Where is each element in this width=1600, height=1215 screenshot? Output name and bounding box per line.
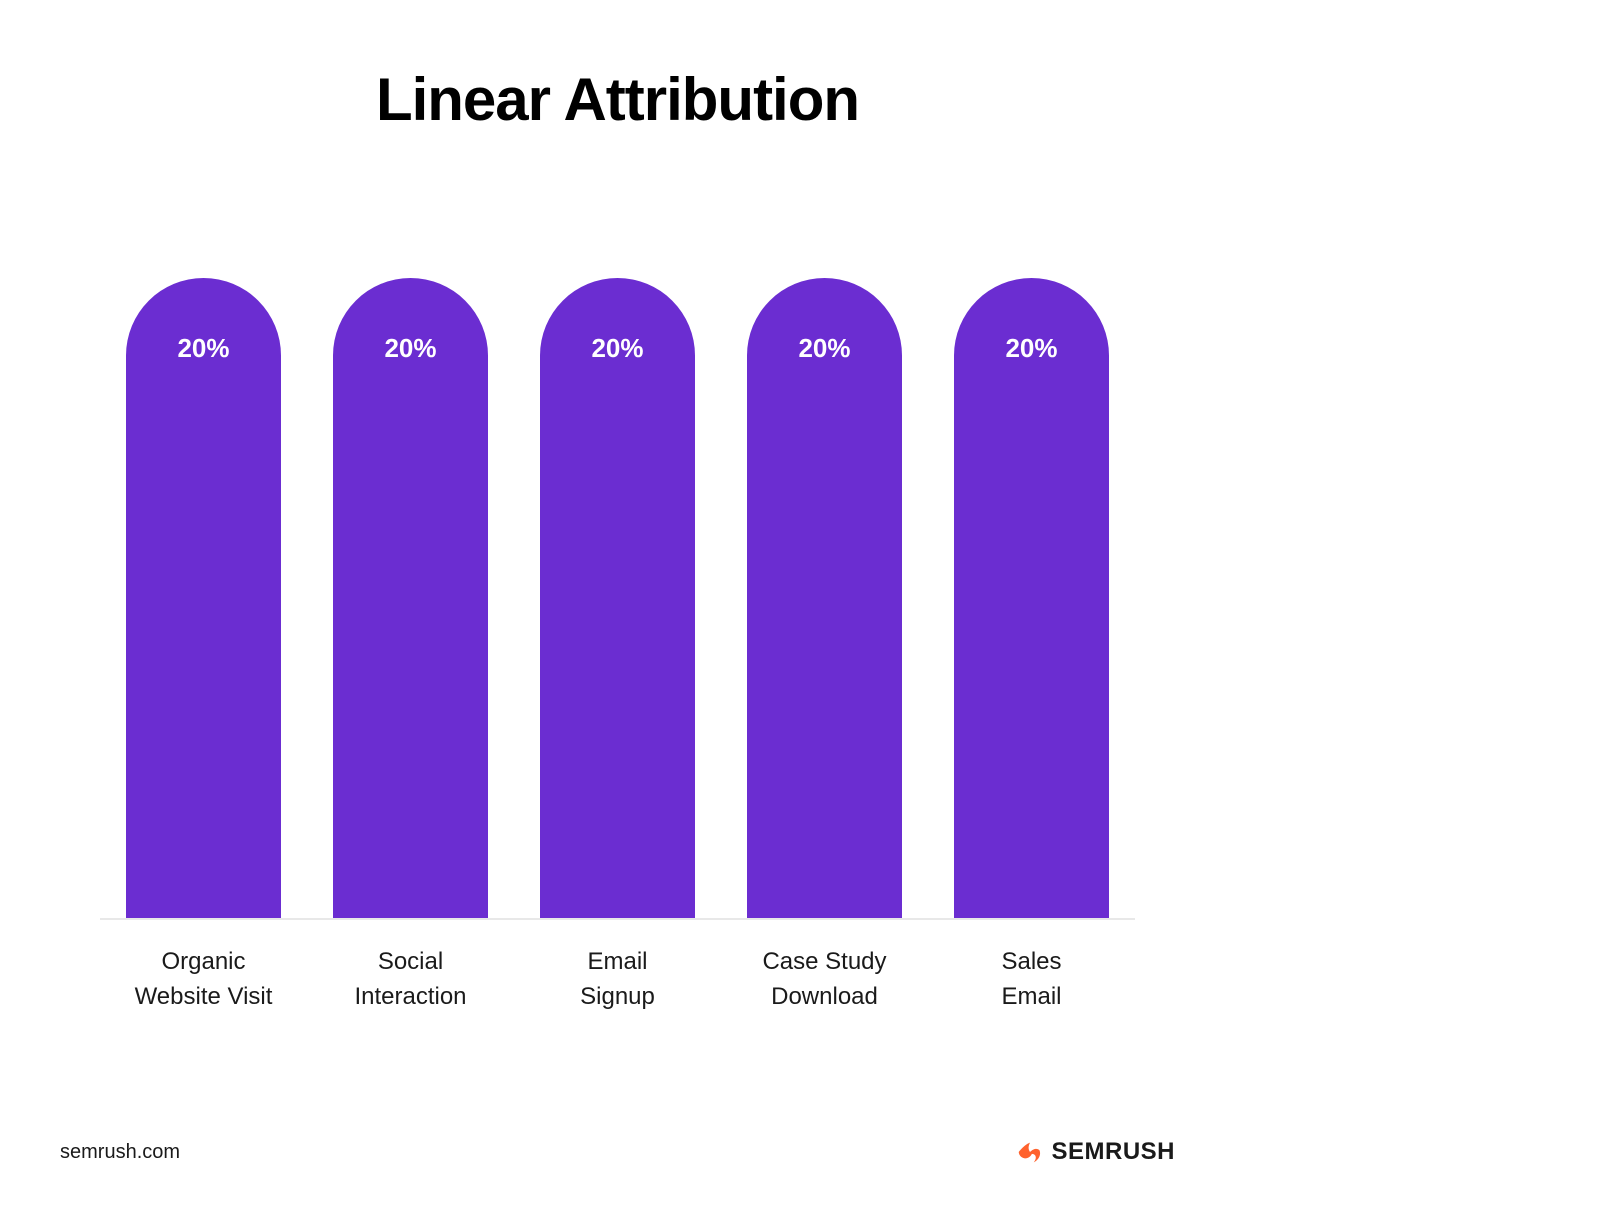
bar-value-label: 20% (954, 333, 1109, 364)
footer-logo: SEMRUSH (1015, 1137, 1175, 1167)
bar-sales: 20% (954, 278, 1109, 918)
category-line1: Organic (161, 948, 245, 975)
category-label: Sales Email (928, 945, 1135, 1015)
footer-url: semrush.com (60, 1141, 180, 1164)
bar-wrapper: 20% (100, 280, 307, 918)
chart-title: Linear Attribution (0, 0, 1235, 134)
category-line2: Signup (580, 983, 655, 1010)
category-line2: Download (771, 983, 878, 1010)
category-label: Case Study Download (721, 945, 928, 1015)
category-line1: Case Study (762, 948, 886, 975)
semrush-logo-text: SEMRUSH (1051, 1138, 1175, 1166)
bar-organic: 20% (126, 278, 281, 918)
category-label: Social Interaction (307, 945, 514, 1015)
footer: semrush.com SEMRUSH (60, 1137, 1175, 1167)
bar-wrapper: 20% (307, 280, 514, 918)
category-line1: Sales (1001, 948, 1061, 975)
category-line1: Social (378, 948, 443, 975)
bar-value-label: 20% (126, 333, 281, 364)
bar-wrapper: 20% (514, 280, 721, 918)
bar-email: 20% (540, 278, 695, 918)
category-label: Email Signup (514, 945, 721, 1015)
bar-wrapper: 20% (721, 280, 928, 918)
category-labels: Organic Website Visit Social Interaction… (100, 945, 1135, 1015)
bar-value-label: 20% (540, 333, 695, 364)
bar-wrapper: 20% (928, 280, 1135, 918)
bar-social: 20% (333, 278, 488, 918)
chart-area: 20% 20% 20% 20% 20% (100, 280, 1135, 920)
category-line2: Website Visit (135, 983, 273, 1010)
semrush-fire-icon (1015, 1137, 1045, 1167)
chart-container: Linear Attribution 20% 20% 20% 20% 20% (0, 0, 1235, 1215)
bar-value-label: 20% (747, 333, 902, 364)
category-label: Organic Website Visit (100, 945, 307, 1015)
category-line2: Email (1001, 983, 1061, 1010)
bar-value-label: 20% (333, 333, 488, 364)
category-line1: Email (587, 948, 647, 975)
bar-casestudy: 20% (747, 278, 902, 918)
category-line2: Interaction (354, 983, 466, 1010)
